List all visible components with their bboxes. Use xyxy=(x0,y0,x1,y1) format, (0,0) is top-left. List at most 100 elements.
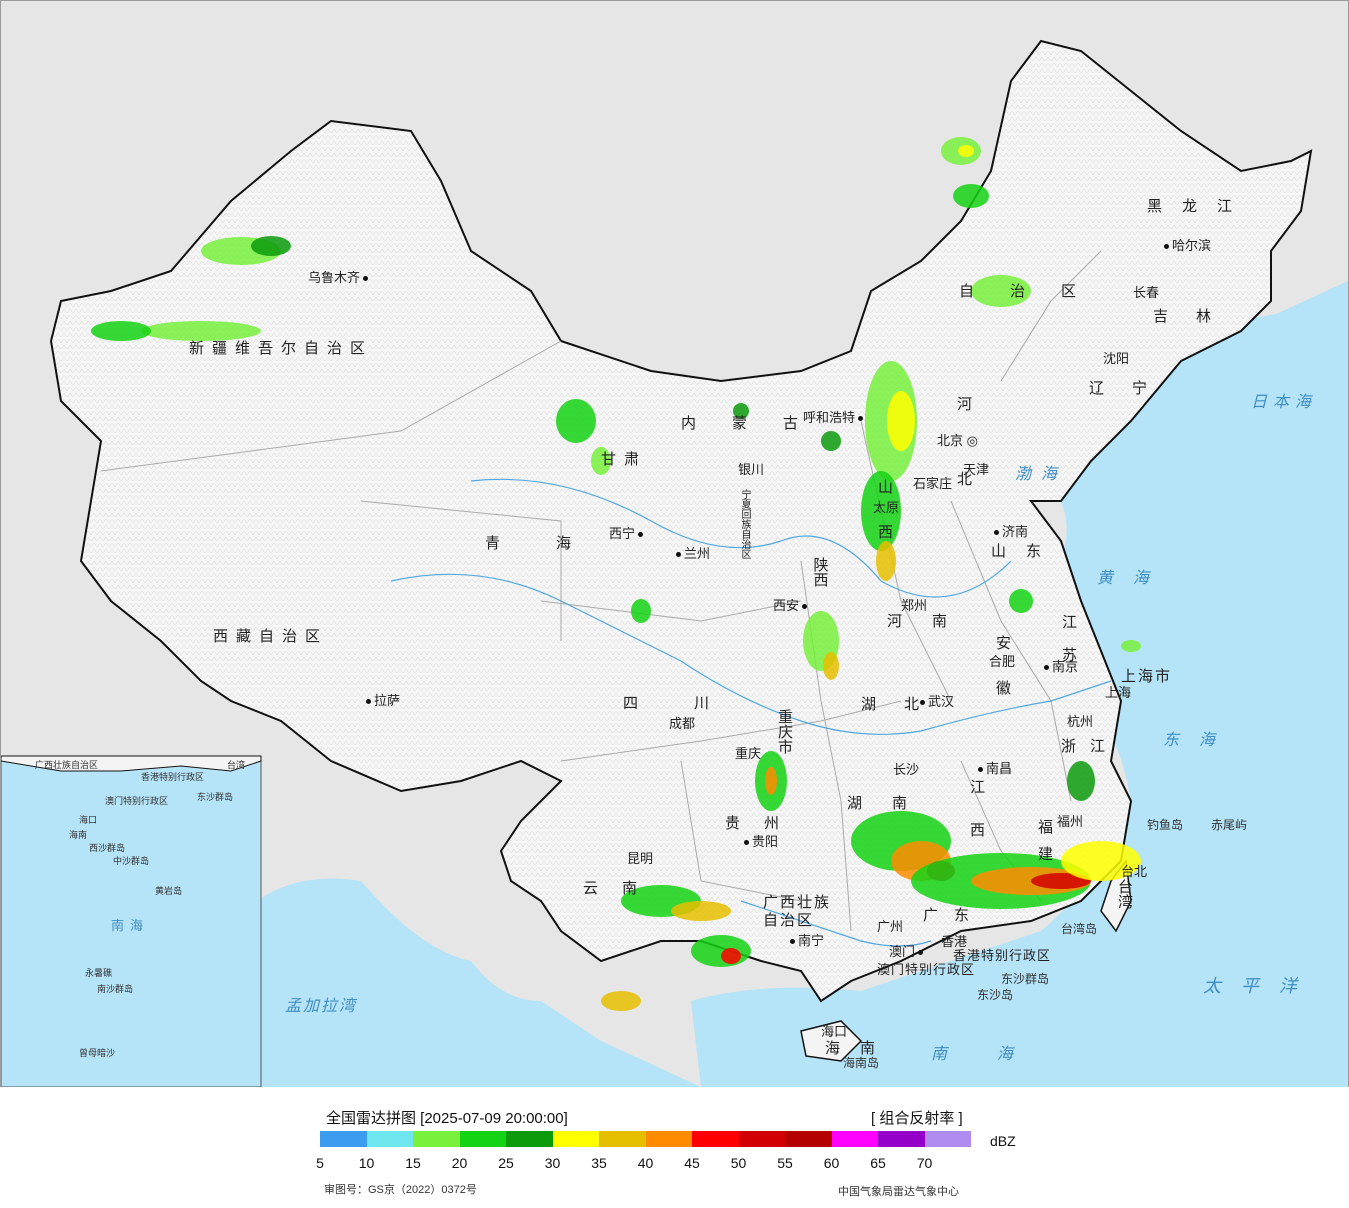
radar-echo xyxy=(631,599,651,623)
city-kunming[interactable]: 昆明 xyxy=(627,851,654,866)
legend-swatch xyxy=(692,1131,739,1147)
inset-label: 南沙群岛 xyxy=(97,984,134,994)
sea-south: 南海 xyxy=(931,1046,1064,1063)
city-dot xyxy=(790,939,795,945)
city-jinan[interactable]: 济南 xyxy=(991,525,1028,538)
island-taiwan: 台湾岛 xyxy=(1061,922,1098,936)
city-zhengzhou[interactable]: 郑州 xyxy=(901,598,928,613)
inset-label: 中沙群岛 xyxy=(113,856,150,866)
legend-tick: 60 xyxy=(823,1155,840,1171)
province-guizhou: 贵州 xyxy=(725,815,804,832)
city-xining[interactable]: 西宁 xyxy=(609,527,646,540)
city-changchun[interactable]: 长春 xyxy=(1133,285,1160,300)
legend-tick: 50 xyxy=(730,1155,747,1171)
province-jiangsu: 江苏 xyxy=(1060,614,1077,680)
city-wuhan[interactable]: 武汉 xyxy=(917,695,954,708)
inset-label: 西沙群岛 xyxy=(89,843,126,853)
province-liaoning: 辽宁 xyxy=(1089,380,1176,397)
legend-swatch xyxy=(599,1131,646,1147)
province-hk-sar: 香港特别行政区 xyxy=(953,948,1052,963)
city-lhasa[interactable]: 拉萨 xyxy=(363,694,400,707)
city-chongqing[interactable]: 重庆 xyxy=(735,746,762,761)
city-hohhot[interactable]: 呼和浩特 xyxy=(803,411,866,424)
inset-label: 澳门特别行政区 xyxy=(105,796,169,806)
city-nanjing[interactable]: 南京 xyxy=(1041,660,1078,673)
inset-label: 曾母暗沙 xyxy=(79,1048,116,1058)
legend-swatch xyxy=(459,1131,506,1147)
legend-swatch xyxy=(645,1131,692,1147)
island-hainan: 海南岛 xyxy=(843,1056,880,1070)
city-dot xyxy=(1044,665,1049,671)
city-dot xyxy=(366,699,371,705)
legend-tick: 65 xyxy=(870,1155,886,1171)
city-xian[interactable]: 西安 xyxy=(773,599,810,612)
city-hefei[interactable]: 合肥 xyxy=(989,654,1016,669)
city-changsha[interactable]: 长沙 xyxy=(893,762,920,777)
legend-tick: 55 xyxy=(777,1155,793,1171)
city-fuzhou[interactable]: 福州 xyxy=(1057,814,1084,829)
province-sichuan: 四川 xyxy=(623,695,766,712)
island-dongsha-dao: 东沙岛 xyxy=(977,988,1014,1002)
capital-icon: ◎ xyxy=(963,433,978,448)
province-yunnan: 云南 xyxy=(583,880,662,897)
province-hunan: 湖南 xyxy=(847,795,938,812)
province-macau-sar: 澳门特别行政区 xyxy=(877,962,976,977)
province-anhui: 安徽 xyxy=(994,635,1011,725)
province-neimenggu-2: 自治区 xyxy=(959,283,1113,300)
province-neimenggu: 内蒙古 xyxy=(681,415,835,432)
sea-east: 东海 xyxy=(1163,732,1236,749)
radar-echo xyxy=(1061,841,1141,881)
city-shenyang[interactable]: 沈阳 xyxy=(1103,351,1130,366)
legend-tick: 70 xyxy=(916,1155,933,1171)
legend-tick: 45 xyxy=(684,1155,700,1171)
sea-japan: 日本海 xyxy=(1251,394,1318,411)
province-jilin: 吉林 xyxy=(1153,308,1240,325)
radar-echo xyxy=(1009,589,1033,613)
city-dot xyxy=(994,530,999,536)
city-nanning[interactable]: 南宁 xyxy=(787,934,824,947)
province-chongqing-shi: 重庆市 xyxy=(776,709,793,754)
city-taipei[interactable]: 台北 xyxy=(1121,864,1148,879)
city-urumqi[interactable]: 乌鲁木齐 xyxy=(308,271,371,284)
city-guiyang[interactable]: 贵阳 xyxy=(741,835,778,848)
radar-echo xyxy=(958,145,974,157)
province-shanghai-shi: 上海市 xyxy=(1121,668,1173,685)
radar-map[interactable]: 乌鲁木齐 拉萨 西宁 兰州 银川 呼和浩特 北京 ◎ 天津 石家庄 太原 济南 … xyxy=(0,0,1349,1088)
city-nanchang[interactable]: 南昌 xyxy=(975,762,1012,775)
inset-label: 广西壮族自治区 xyxy=(35,760,99,770)
city-haikou[interactable]: 海口 xyxy=(821,1024,848,1039)
city-shijiazhuang[interactable]: 石家庄 xyxy=(913,476,953,491)
radar-echo xyxy=(765,767,777,795)
city-dot xyxy=(744,840,749,846)
city-macau[interactable]: 澳门 xyxy=(889,945,926,958)
city-beijing[interactable]: 北京 ◎ xyxy=(937,433,978,448)
legend-tick: 5 xyxy=(316,1155,324,1171)
city-guangzhou[interactable]: 广州 xyxy=(877,919,904,934)
radar-echo xyxy=(953,184,989,208)
province-xizang: 西藏自治区 xyxy=(213,628,329,645)
city-hongkong[interactable]: 香港 xyxy=(941,934,968,949)
city-harbin[interactable]: 哈尔滨 xyxy=(1161,239,1211,252)
province-taiwan: 台湾 xyxy=(1116,879,1133,909)
radar-echo xyxy=(1067,761,1095,801)
unit-label: dBZ xyxy=(990,1133,1016,1149)
city-lanzhou[interactable]: 兰州 xyxy=(673,547,710,560)
city-tianjin[interactable]: 天津 xyxy=(963,462,990,477)
city-dot xyxy=(858,416,864,422)
province-guangxi: 广西壮族自治区 xyxy=(763,894,832,929)
inset-label: 香港特别行政区 xyxy=(141,772,205,782)
inset-label: 东沙群岛 xyxy=(197,792,234,802)
map-title: 全国雷达拼图 [2025-07-09 20:00:00] xyxy=(326,1110,568,1127)
city-hangzhou[interactable]: 杭州 xyxy=(1067,714,1094,729)
city-dot xyxy=(978,767,983,773)
legend-tick: 10 xyxy=(358,1155,375,1171)
city-chengdu[interactable]: 成都 xyxy=(669,716,696,731)
city-taiyuan[interactable]: 太原 xyxy=(873,500,900,515)
radar-echo xyxy=(556,399,596,443)
radar-echo xyxy=(141,321,261,341)
inset-label: 黄岩岛 xyxy=(155,886,183,896)
city-shanghai[interactable]: 上海 xyxy=(1105,685,1132,700)
sea-yellow: 黄海 xyxy=(1097,570,1170,587)
radar-echo xyxy=(251,236,291,256)
city-yinchuan[interactable]: 银川 xyxy=(738,462,765,477)
